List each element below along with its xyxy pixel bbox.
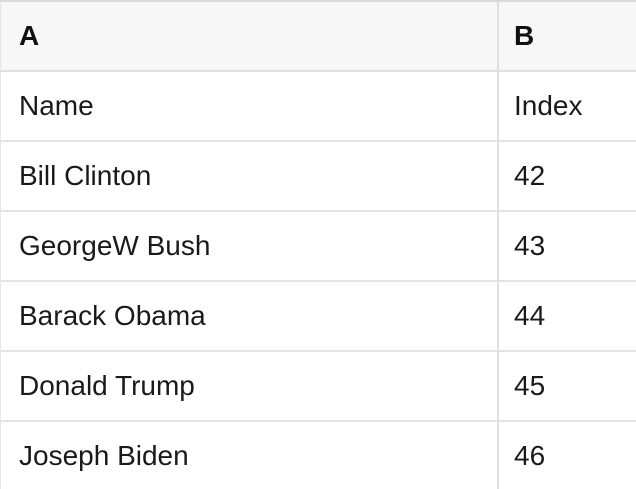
cell-B2[interactable]: 42: [514, 160, 546, 191]
table-row: GeorgeW Bush 43: [1, 212, 636, 282]
cell-B6[interactable]: 46: [514, 440, 546, 471]
table-row: Bill Clinton 42: [1, 142, 636, 212]
cell-A5[interactable]: Donald Trump: [1, 352, 499, 420]
column-header-B[interactable]: B: [514, 20, 535, 51]
cell-B1[interactable]: Index: [514, 90, 583, 121]
cell-B3[interactable]: 43: [514, 230, 546, 261]
column-header-row: A B: [1, 2, 636, 72]
cell-A6[interactable]: Joseph Biden: [1, 422, 499, 489]
column-header-A[interactable]: A: [1, 2, 499, 70]
table-row: Barack Obama 44: [1, 282, 636, 352]
cell-A1[interactable]: Name: [1, 72, 499, 140]
cell-A3[interactable]: GeorgeW Bush: [1, 212, 499, 280]
table-row: Joseph Biden 46: [1, 422, 636, 489]
table-row: Donald Trump 45: [1, 352, 636, 422]
cell-A4[interactable]: Barack Obama: [1, 282, 499, 350]
cell-B5[interactable]: 45: [514, 370, 546, 401]
cell-A2[interactable]: Bill Clinton: [1, 142, 499, 210]
cell-B4[interactable]: 44: [514, 300, 546, 331]
table-row: Name Index: [1, 72, 636, 142]
